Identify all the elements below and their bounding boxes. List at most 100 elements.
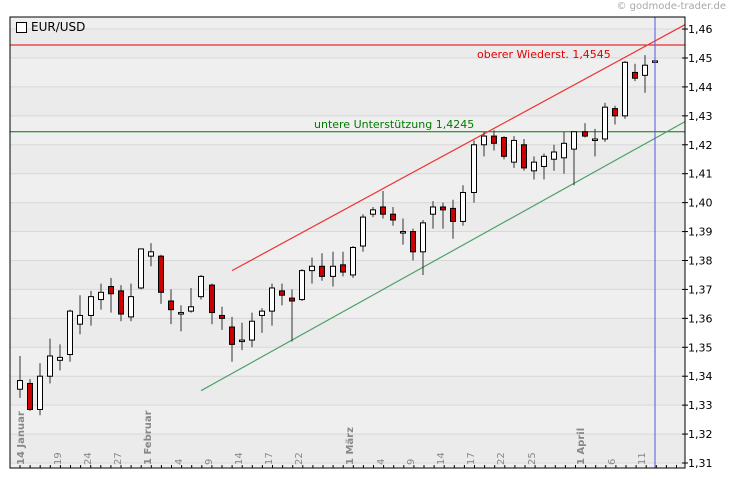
candle	[582, 123, 588, 138]
candle-body	[511, 139, 517, 163]
candle-body	[118, 290, 124, 315]
candle-body	[330, 265, 336, 277]
x-tick-label: 24	[83, 452, 94, 465]
candle	[460, 185, 466, 226]
candle-body	[481, 135, 487, 146]
candle-body	[168, 300, 174, 311]
candle-body	[299, 270, 305, 301]
y-tick-label: 1,33	[688, 399, 713, 412]
candle-body	[471, 144, 477, 194]
candle	[128, 283, 134, 322]
candle	[239, 322, 245, 351]
y-tick-label: 1,37	[688, 283, 713, 296]
candle	[57, 344, 63, 371]
y-tick-label: 1,35	[688, 341, 713, 354]
y-tick-label: 1,44	[688, 81, 713, 94]
candle	[209, 283, 215, 325]
candle-body	[450, 207, 456, 222]
candle	[622, 60, 628, 119]
candle	[198, 274, 204, 300]
candle-body	[219, 314, 225, 319]
candle-body	[602, 106, 608, 140]
candle-body	[269, 287, 275, 312]
candle	[501, 136, 507, 160]
y-tick-label: 1,45	[688, 52, 713, 65]
candle-body	[289, 297, 295, 302]
candle-body	[561, 142, 567, 159]
band	[10, 434, 685, 463]
candle	[47, 338, 53, 384]
candle	[471, 140, 477, 203]
candle	[77, 295, 83, 335]
candle-body	[88, 296, 94, 316]
candle	[67, 309, 73, 362]
y-tick-label: 1,32	[688, 428, 713, 441]
candle	[541, 153, 547, 180]
x-tick-label: 1 April	[576, 428, 587, 465]
candle-body	[98, 291, 104, 301]
x-tick-label: 1 Februar	[143, 410, 154, 465]
instrument-title: EUR/USD	[16, 20, 85, 34]
candle-body	[57, 356, 63, 361]
candle	[340, 251, 346, 277]
candle	[642, 55, 648, 93]
candle-body	[612, 108, 618, 117]
candle	[188, 287, 194, 313]
candle-body	[501, 137, 507, 157]
band	[10, 376, 685, 406]
candle	[88, 290, 94, 326]
candle-body	[571, 131, 577, 150]
candle-body	[158, 255, 164, 293]
candle	[269, 283, 275, 326]
candle-body	[430, 206, 436, 215]
y-tick-label: 1,31	[688, 457, 713, 470]
candle	[289, 289, 295, 342]
candle-body	[360, 216, 366, 247]
candle-body	[380, 206, 386, 215]
candle	[299, 269, 305, 301]
candle	[430, 201, 436, 229]
candle-body	[138, 248, 144, 289]
y-tick-label: 1,36	[688, 312, 713, 325]
candle	[612, 105, 618, 125]
candle	[450, 199, 456, 239]
candle-body	[148, 251, 154, 257]
x-tick-label: 14	[436, 452, 447, 465]
candle	[521, 138, 527, 171]
band	[10, 260, 685, 290]
candle-body	[460, 192, 466, 222]
candle-body	[259, 310, 265, 316]
x-tick-label: 22	[496, 452, 507, 465]
candle	[561, 131, 567, 174]
candle-body	[400, 231, 406, 234]
candle	[108, 277, 114, 313]
candle-body	[319, 265, 325, 277]
band	[10, 86, 685, 116]
gridlines	[10, 28, 685, 464]
candle-body	[309, 265, 315, 272]
candle	[27, 379, 33, 411]
candle	[98, 283, 104, 310]
candle	[158, 254, 164, 304]
chart-frame	[9, 16, 686, 469]
y-axis: 1,46 1,45 1,44 1,43 1,42 1,41 1,40 1,39 1,38 1,37…	[682, 23, 713, 470]
x-tick-label: 17	[264, 452, 275, 465]
candle	[309, 257, 315, 284]
candle	[551, 144, 557, 171]
candle	[259, 308, 265, 333]
candles	[17, 55, 658, 416]
candle-body	[67, 310, 73, 356]
candle	[279, 283, 285, 306]
candle	[571, 131, 577, 186]
candle	[420, 219, 426, 275]
x-tick-label: 9	[406, 459, 417, 465]
candle-body	[531, 161, 537, 172]
candle	[319, 253, 325, 281]
copyright-notice: © godmode-trader.de	[616, 1, 727, 12]
candle	[380, 191, 386, 219]
candle-body	[249, 320, 255, 341]
checkbox-icon[interactable]	[16, 21, 27, 33]
candle-body	[279, 290, 285, 296]
candle	[229, 316, 235, 362]
y-tick-label: 1,46	[688, 23, 713, 36]
